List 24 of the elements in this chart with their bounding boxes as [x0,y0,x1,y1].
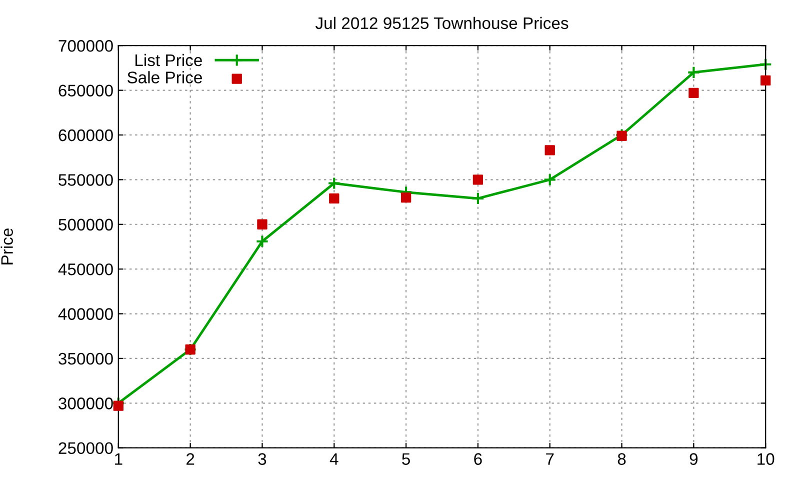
y-tick-label: 350000 [58,352,113,365]
chart-title: Jul 2012 95125 Townhouse Prices [315,16,568,30]
y-tick-label: 400000 [58,308,113,320]
x-tick-label: 5 [402,453,410,465]
y-tick-label: 700000 [58,40,113,52]
x-tick-label: 1 [115,453,122,465]
x-tick-label: 6 [474,453,482,465]
x-tick-label: 7 [546,453,554,465]
x-tick-label: 8 [618,453,626,465]
x-tick-label: 4 [330,453,338,465]
legend-label: Sale Price [127,71,202,84]
y-tick-label: 300000 [58,398,113,410]
y-tick-label: 500000 [58,218,113,231]
x-tick-label: 2 [186,453,194,465]
y-tick-label: 650000 [58,84,113,96]
legend-label: List Price [136,54,202,66]
y-tick-label: 600000 [58,129,113,142]
y-tick-label: 550000 [58,174,113,186]
x-tick-label: 9 [690,453,698,465]
x-tick-label: 3 [258,453,266,465]
x-tick-label: 10 [758,453,774,465]
y-tick-label: 250000 [58,442,113,454]
y-axis-title: Price [0,228,13,264]
y-tick-label: 450000 [58,263,113,276]
